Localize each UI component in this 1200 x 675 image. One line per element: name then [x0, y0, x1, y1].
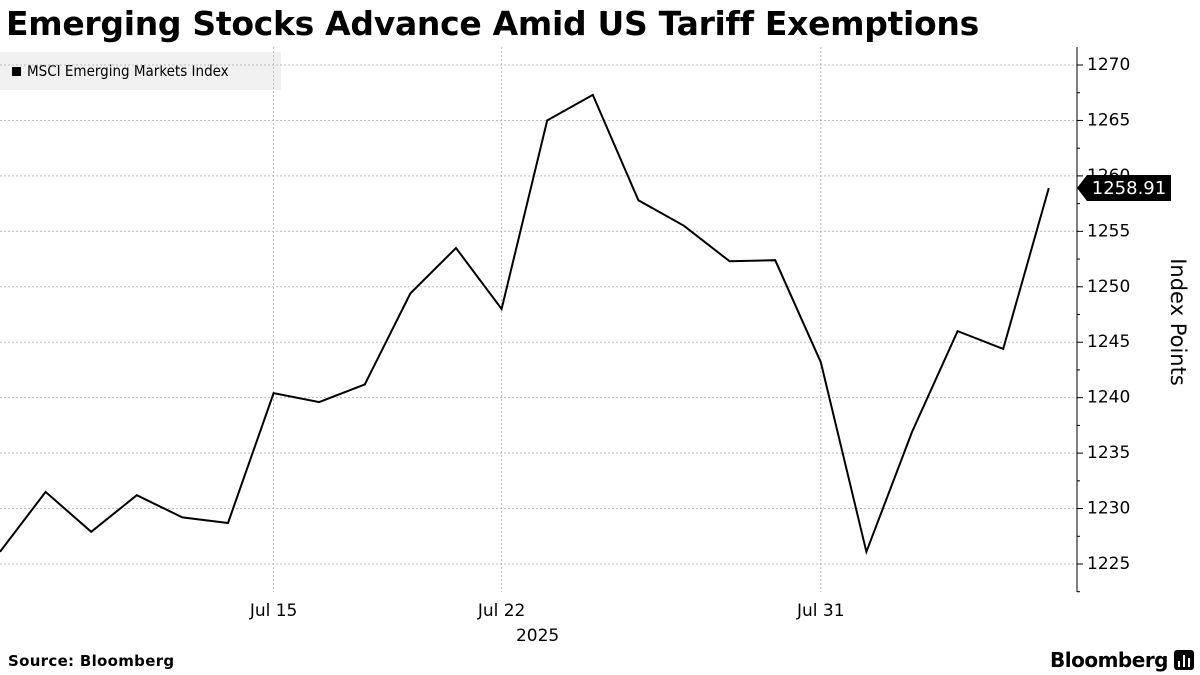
- y-tick-label: 1225: [1087, 554, 1130, 574]
- legend: MSCI Emerging Markets Index: [0, 52, 281, 90]
- x-tick-label: Jul 22: [477, 601, 526, 621]
- x-year-label: 2025: [516, 626, 559, 646]
- brand-name: Bloomberg: [1050, 648, 1168, 672]
- legend-swatch: [12, 66, 21, 76]
- y-axis: 1225123012351240124512501255126012651270: [1076, 47, 1130, 593]
- series: 1258.91: [0, 93, 1171, 556]
- x-tick-label: Jul 31: [796, 601, 845, 621]
- x-axis: Jul 15 Jul 22 Jul 31 2025: [249, 601, 845, 646]
- series-line: [0, 93, 1050, 556]
- y-tick-label: 1270: [1087, 55, 1130, 75]
- y-tick-label: 1235: [1087, 443, 1130, 463]
- y-tick-label: 1230: [1087, 499, 1130, 519]
- bar-chart-icon: [1174, 650, 1194, 670]
- last-value-label: 1258.91: [1092, 178, 1166, 199]
- y-tick-label: 1250: [1087, 277, 1130, 297]
- y-tick-label: 1265: [1087, 110, 1130, 130]
- grid: [0, 47, 1077, 592]
- y-tick-label: 1255: [1087, 221, 1130, 241]
- y-tick-label: 1245: [1087, 332, 1130, 352]
- chart-title: Emerging Stocks Advance Amid US Tariff E…: [6, 4, 979, 43]
- x-tick-label: Jul 15: [249, 601, 298, 621]
- y-axis-label: Index Points: [1166, 258, 1190, 386]
- last-value-box: [1077, 174, 1171, 201]
- legend-label: MSCI Emerging Markets Index: [27, 62, 229, 80]
- y-tick-label: 1240: [1087, 388, 1130, 408]
- source-note: Source: Bloomberg: [8, 652, 175, 670]
